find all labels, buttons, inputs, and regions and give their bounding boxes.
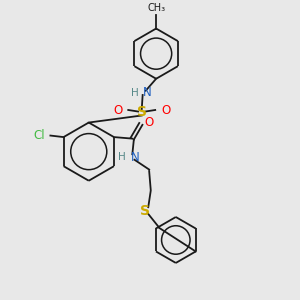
Text: S: S (137, 105, 147, 119)
Text: CH₃: CH₃ (147, 3, 165, 13)
Text: N: N (143, 86, 152, 99)
Text: O: O (161, 104, 170, 117)
Text: O: O (144, 116, 153, 129)
Text: Cl: Cl (34, 129, 46, 142)
Text: N: N (131, 151, 140, 164)
Text: H: H (118, 152, 126, 162)
Text: O: O (113, 104, 122, 117)
Text: S: S (140, 204, 150, 218)
Text: H: H (131, 88, 139, 98)
